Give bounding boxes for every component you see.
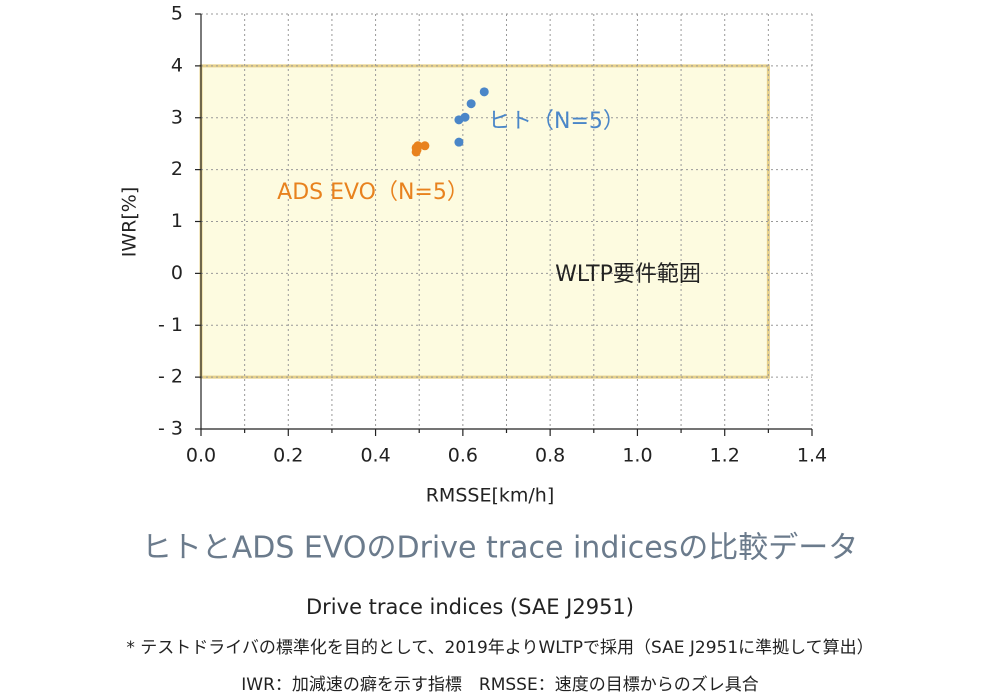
data-point [454,115,464,125]
data-point [454,137,464,147]
x-tick-label: 0.0 [186,445,216,467]
y-tick-label: 0 [171,262,183,284]
x-tick-label: 0.4 [360,445,390,467]
y-tick-label: 4 [171,54,183,76]
note: IWR：加減速の癖を示す指標 RMSSE：速度の目標からのズレ具合 [241,675,758,695]
series-label: ADS EVO（N=5） [277,180,469,205]
data-point [420,141,430,151]
x-tick-label: 1.2 [710,445,740,467]
y-tick-label: 2 [171,158,183,180]
series-label: ヒト（N=5） [488,109,625,134]
y-tick-label: 3 [171,106,183,128]
caption: ヒトとADS EVOのDrive trace indicesの比較データ [142,531,859,566]
y-tick-label: 5 [171,3,183,25]
x-tick-label: 0.6 [448,445,478,467]
requirement-region [199,64,770,379]
data-point [479,87,489,97]
region-label: WLTP要件範囲 [555,262,701,287]
y-tick-label: 1 [171,210,183,232]
y-axis-label: IWR[%] [119,187,141,257]
x-tick-label: 1.4 [797,445,827,467]
y-tick-label: - 2 [158,366,183,388]
data-point [412,145,422,155]
y-tick-label: - 1 [158,314,183,336]
x-tick-label: 0.2 [273,445,303,467]
data-point [466,99,476,109]
subtitle: Drive trace indices (SAE J2951) [306,595,634,619]
note: * テストドライバの標準化を目的として、2019年よりWLTPで採用（SAE J… [126,638,873,658]
y-tick-label: - 3 [158,418,183,440]
x-tick-label: 1.0 [622,445,652,467]
x-tick-label: 0.8 [535,445,565,467]
x-axis-label: RMSSE[km/h] [426,485,555,507]
